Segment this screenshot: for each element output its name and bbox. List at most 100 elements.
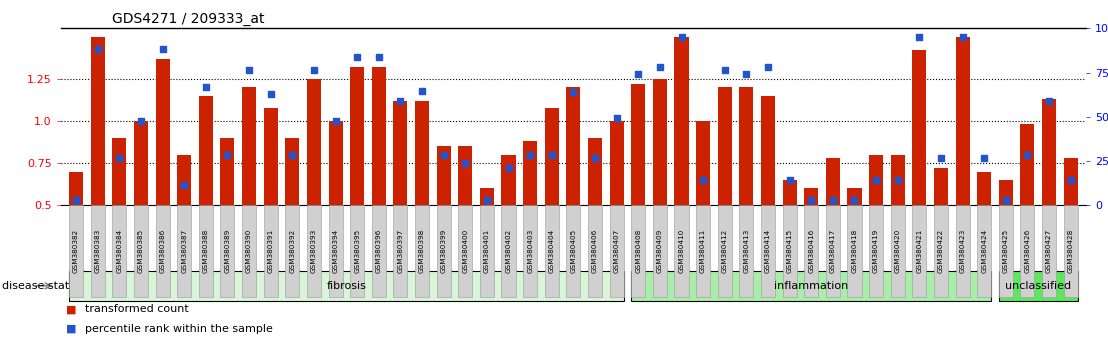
- Text: GSM380410: GSM380410: [678, 229, 685, 273]
- Text: GSM380419: GSM380419: [873, 229, 879, 273]
- Point: [889, 177, 906, 183]
- Text: unclassified: unclassified: [1005, 281, 1071, 291]
- Bar: [1020, 124, 1035, 205]
- Bar: [804, 188, 819, 205]
- Point: [261, 91, 279, 97]
- Bar: [912, 50, 926, 205]
- Text: GSM380413: GSM380413: [743, 229, 749, 273]
- Point: [434, 152, 452, 158]
- Point: [521, 152, 538, 158]
- Text: GSM380394: GSM380394: [332, 229, 339, 273]
- Text: GSM380407: GSM380407: [614, 229, 619, 273]
- Text: GSM380428: GSM380428: [1068, 229, 1074, 273]
- Point: [608, 115, 626, 120]
- Bar: [112, 138, 126, 205]
- Text: GSM380414: GSM380414: [765, 229, 771, 273]
- Bar: [155, 59, 170, 205]
- Point: [824, 198, 842, 203]
- Text: GSM380390: GSM380390: [246, 229, 252, 273]
- Point: [132, 118, 150, 124]
- Bar: [91, 37, 105, 205]
- Text: GSM380409: GSM380409: [657, 229, 663, 273]
- Bar: [1064, 158, 1078, 205]
- Bar: [718, 87, 731, 205]
- Bar: [264, 108, 278, 205]
- Point: [391, 98, 409, 104]
- Text: ■: ■: [66, 304, 76, 314]
- Text: GSM380395: GSM380395: [355, 229, 360, 273]
- Bar: [307, 79, 321, 205]
- Text: GSM380403: GSM380403: [527, 229, 533, 273]
- Bar: [285, 138, 299, 205]
- Bar: [825, 158, 840, 205]
- Text: GSM380426: GSM380426: [1025, 229, 1030, 273]
- Bar: [177, 155, 192, 205]
- Text: GSM380408: GSM380408: [635, 229, 642, 273]
- Point: [738, 71, 756, 77]
- Text: fibrosis: fibrosis: [327, 281, 367, 291]
- Point: [500, 165, 517, 171]
- Text: GSM380393: GSM380393: [311, 229, 317, 273]
- Point: [802, 198, 820, 203]
- Text: GSM380422: GSM380422: [938, 229, 944, 273]
- Bar: [437, 146, 451, 205]
- Point: [197, 85, 215, 90]
- Bar: [1042, 99, 1056, 205]
- Point: [586, 155, 604, 161]
- Bar: [977, 172, 992, 205]
- Bar: [653, 79, 667, 205]
- Bar: [242, 87, 256, 205]
- Point: [478, 198, 495, 203]
- Point: [154, 46, 172, 51]
- Text: GSM380412: GSM380412: [721, 229, 728, 273]
- Bar: [220, 138, 235, 205]
- Bar: [69, 172, 83, 205]
- Text: disease state: disease state: [2, 281, 76, 291]
- Bar: [459, 146, 472, 205]
- Bar: [328, 121, 342, 205]
- Text: GSM380420: GSM380420: [895, 229, 901, 273]
- Bar: [848, 188, 862, 205]
- Point: [652, 64, 669, 70]
- Point: [629, 71, 647, 77]
- Text: GSM380404: GSM380404: [548, 229, 555, 273]
- Text: transformed count: transformed count: [85, 304, 189, 314]
- Text: GSM380391: GSM380391: [268, 229, 274, 273]
- Text: GSM380424: GSM380424: [982, 229, 987, 273]
- Text: ■: ■: [66, 324, 76, 334]
- Text: GSM380421: GSM380421: [916, 229, 922, 273]
- Bar: [869, 155, 883, 205]
- Bar: [739, 87, 753, 205]
- Bar: [480, 188, 494, 205]
- Text: GSM380392: GSM380392: [289, 229, 296, 273]
- Text: GSM380399: GSM380399: [441, 229, 447, 273]
- Point: [413, 88, 431, 93]
- Text: GSM380416: GSM380416: [808, 229, 814, 273]
- Text: GSM380384: GSM380384: [116, 229, 122, 273]
- Point: [845, 198, 863, 203]
- Bar: [198, 96, 213, 205]
- Text: GSM380427: GSM380427: [1046, 229, 1053, 273]
- Point: [305, 68, 322, 73]
- Text: inflammation: inflammation: [774, 281, 849, 291]
- Point: [781, 177, 799, 183]
- Bar: [523, 141, 537, 205]
- Point: [218, 152, 236, 158]
- Bar: [782, 180, 797, 205]
- Point: [1018, 152, 1036, 158]
- Text: GSM380397: GSM380397: [398, 229, 403, 273]
- Text: GSM380415: GSM380415: [787, 229, 792, 273]
- Point: [695, 177, 712, 183]
- Text: GSM380417: GSM380417: [830, 229, 835, 273]
- Point: [111, 155, 129, 161]
- Text: GSM380385: GSM380385: [137, 229, 144, 273]
- Text: GSM380405: GSM380405: [571, 229, 576, 273]
- Point: [348, 54, 366, 60]
- Point: [868, 177, 885, 183]
- Point: [327, 118, 345, 124]
- Point: [673, 34, 690, 40]
- Bar: [393, 101, 408, 205]
- Point: [240, 68, 258, 73]
- Text: GSM380383: GSM380383: [94, 229, 101, 273]
- Point: [370, 54, 388, 60]
